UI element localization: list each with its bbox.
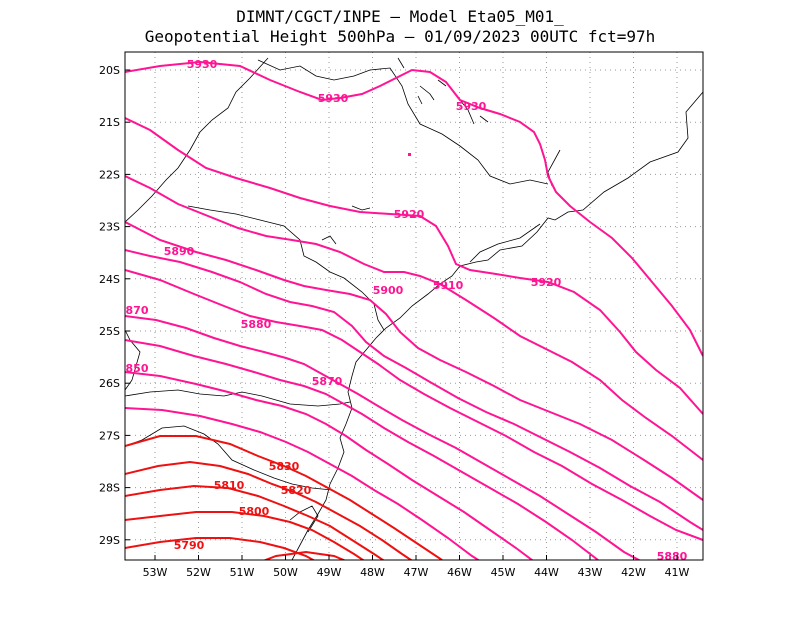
contour-label-5920-b: 5920 [531,276,562,289]
lon-tick-label: 42W [621,566,646,579]
coastline-and-borders [125,57,703,560]
lat-tick-label: 27S [99,429,120,442]
contour-lines [125,60,703,560]
lat-tick-label: 23S [99,221,120,234]
contour-label-5930-c: 5930 [456,100,487,113]
map-title-line-1: DIMNT/CGCT/INPE – Model Eta05_M01_ [236,7,564,26]
contour-5870 [125,315,641,560]
contour-5930 [125,60,703,357]
contour-5840 [125,407,481,560]
lat-tick-label: 28S [99,482,120,495]
coastline [291,91,703,560]
lat-tick-label: 25S [99,325,120,338]
contour-5880 [125,269,703,541]
city-outline [417,85,435,105]
plot-frame [124,51,704,561]
contour-5900 [125,221,703,501]
lon-tick-label: 53W [143,566,168,579]
contour-5860 [125,339,599,560]
map-title-line-2: Geopotential Height 500hPa – 01/09/2023 … [144,27,656,46]
contour-label-5790: 5790 [174,539,205,552]
islands [321,57,489,245]
contour-5830 [125,435,443,560]
marker-dot [408,153,411,156]
contour-label-5880-a: 5880 [241,318,272,331]
contour-5920 [125,117,703,415]
contour-label-5800: 5800 [239,505,270,518]
contour-5790 [125,537,316,560]
axis-ticks: 53W 52W 51W 50W 49W 48W 47W 46W 45W 44W 43W 42W 41W 2… [99,64,690,579]
lat-tick-label: 29S [99,534,120,547]
lon-tick-label: 46W [447,566,472,579]
contour-5810 [125,484,385,560]
contour-5890 [125,249,703,531]
contour-labels: 5930 5930 5930 5920 5920 5910 5900 5890 … [126,58,688,563]
contour-5820 [125,460,413,560]
state-border-pr-sc [125,389,351,407]
lat-tick-label: 24S [99,273,120,286]
contour-label-870: 870 [126,304,149,317]
river-parana [125,57,269,223]
lagoon [289,505,319,533]
contour-label-5810: 5810 [214,479,245,492]
contour-label-5880-b: 5880 [657,550,688,563]
contour-5910 [125,175,703,461]
contour-5800 [125,511,365,560]
lat-tick-label: 22S [99,168,120,181]
lat-tick-label: 20S [99,64,120,77]
contour-label-5890: 5890 [164,245,195,258]
lon-tick-label: 49W [317,566,342,579]
lon-tick-label: 48W [360,566,385,579]
lon-tick-label: 52W [186,566,211,579]
contour-label-850: 850 [126,362,149,375]
state-border-sp-mg [257,59,549,185]
lon-tick-label: 47W [404,566,429,579]
lon-tick-label: 45W [491,566,516,579]
lon-tick-label: 44W [534,566,559,579]
lon-tick-label: 51W [230,566,255,579]
lon-tick-label: 43W [578,566,603,579]
lat-tick-label: 21S [99,116,120,129]
contour-label-5900: 5900 [373,284,404,297]
contour-5790-south [262,550,347,560]
lon-tick-label: 41W [665,566,690,579]
lat-tick-label: 26S [99,377,120,390]
contour-label-5930-b: 5930 [318,92,349,105]
lon-tick-label: 50W [273,566,298,579]
state-border-mg-rj [469,223,541,263]
contour-label-5870: 5870 [312,375,343,388]
contour-label-5830: 5830 [269,460,300,473]
border-argentina [125,329,141,391]
contour-5850 [125,371,534,560]
lat-lon-grid [125,52,703,560]
contour-label-5930-a: 5930 [187,58,218,71]
contour-label-5910: 5910 [433,279,464,292]
contour-label-5920-a: 5920 [394,208,425,221]
contour-label-5820: 5820 [281,484,312,497]
state-border-sc-rs [125,425,333,491]
